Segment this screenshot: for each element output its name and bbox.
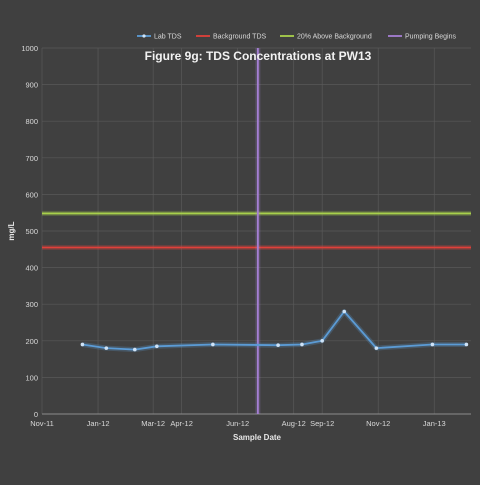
- data-point: [211, 342, 215, 347]
- x-tick-label: Aug-12: [282, 419, 306, 428]
- x-tick-label: Jan-12: [87, 419, 110, 428]
- y-tick-label: 200: [25, 337, 38, 346]
- legend-item: Background TDS: [196, 34, 267, 41]
- reference-lines: [42, 48, 471, 414]
- data-point: [320, 339, 324, 343]
- x-tick-label: Mar-12: [141, 419, 165, 428]
- y-tick-label: 1000: [21, 44, 38, 53]
- legend-label: 20% Above Background: [297, 34, 372, 41]
- x-axis-title: Sample Date: [233, 433, 282, 442]
- data-point: [276, 343, 280, 347]
- x-tick-label: Nov-11: [30, 419, 54, 428]
- y-tick-label: 300: [25, 300, 38, 309]
- y-tick-label: 500: [25, 227, 38, 236]
- legend-marker: [142, 34, 146, 38]
- grid: [41, 47, 471, 415]
- data-point: [374, 346, 379, 350]
- y-tick-label: 700: [25, 154, 38, 163]
- legend-item: Pumping Begins: [388, 34, 456, 41]
- y-tick-label: 600: [25, 190, 38, 199]
- y-tick-label: 800: [25, 117, 38, 126]
- legend-label: Lab TDS: [154, 34, 182, 41]
- y-tick-label: 400: [25, 264, 38, 273]
- legend-item: Lab TDS: [137, 34, 182, 41]
- data-point: [80, 342, 85, 347]
- y-axis-title: mg/L: [7, 221, 16, 240]
- legend-label: Pumping Begins: [405, 34, 456, 41]
- chart-title: Figure 9g: TDS Concentrations at PW13: [145, 49, 372, 63]
- series: [80, 309, 469, 353]
- series-line-lab-tds: [82, 310, 467, 351]
- data-point: [464, 342, 469, 347]
- x-tick-label: Jun-12: [226, 419, 249, 428]
- data-point: [300, 342, 304, 347]
- legend: Lab TDS Background TDS 20% Above Backgroun…: [137, 34, 456, 41]
- data-point: [342, 309, 347, 314]
- legend-label: Background TDS: [213, 34, 267, 41]
- data-point: [104, 346, 109, 350]
- y-tick-label: 900: [25, 81, 38, 90]
- x-tick-label: Nov-12: [366, 419, 390, 428]
- x-tick-label: Apr-12: [170, 419, 193, 428]
- x-tick-label: Sep-12: [310, 419, 334, 428]
- x-tick-label: Jan-13: [423, 419, 446, 428]
- legend-item: 20% Above Background: [280, 34, 372, 41]
- data-point: [430, 342, 435, 347]
- data-point: [132, 347, 137, 352]
- data-point: [155, 344, 159, 349]
- y-tick-label: 0: [34, 410, 38, 419]
- axes: 0 100 200 300 400 500 600 700 800 900 1000 Nov-11 Ja…: [21, 44, 471, 428]
- y-tick-label: 100: [25, 373, 38, 382]
